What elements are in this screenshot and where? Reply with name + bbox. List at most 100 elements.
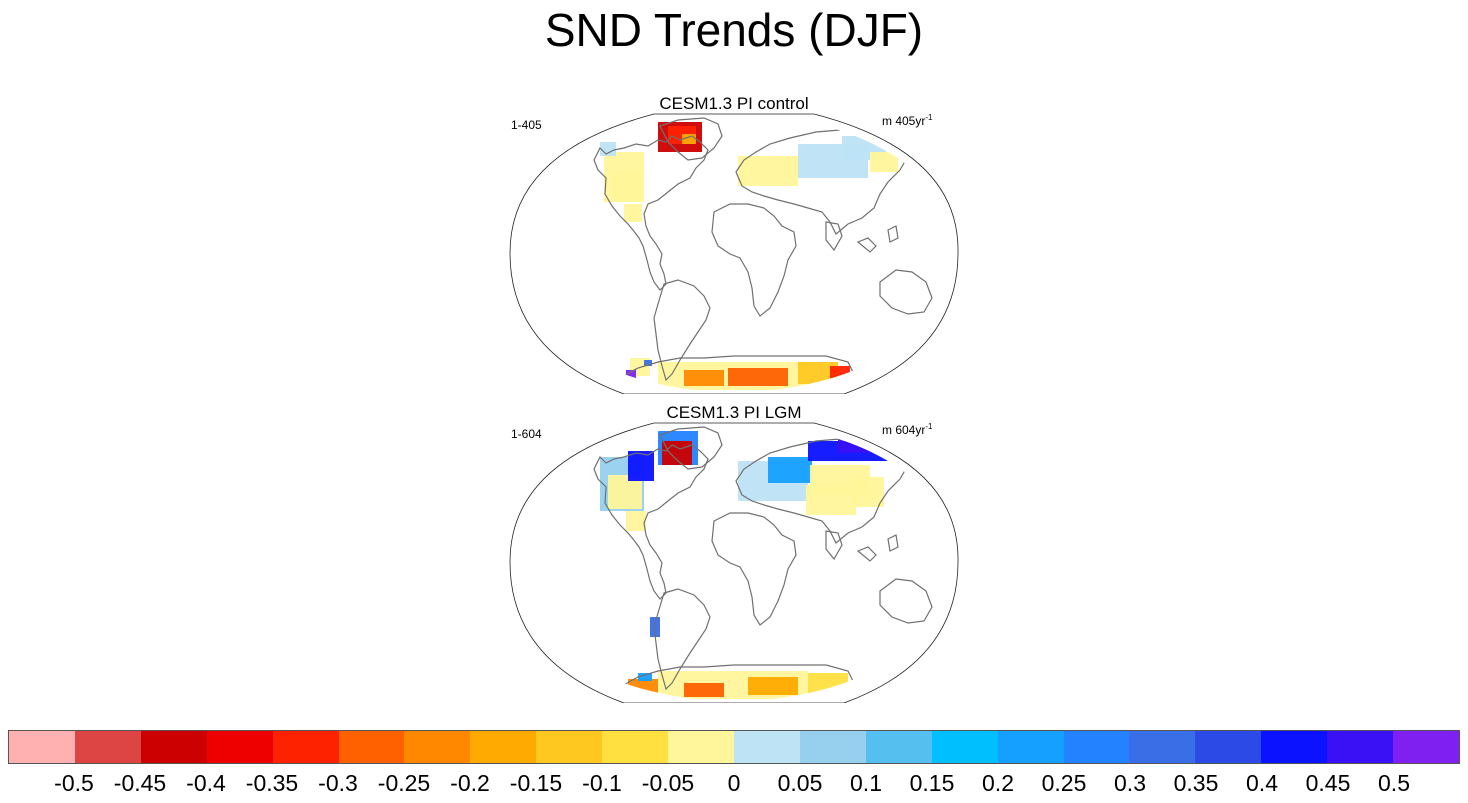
colorbar-swatch <box>1393 731 1459 763</box>
colorbar-tick-label: -0.45 <box>113 770 167 796</box>
coastline <box>593 444 709 600</box>
colorbar-tick-label: -0.15 <box>509 770 563 796</box>
snow-trend-cell <box>798 362 838 384</box>
colorbar-tick-label: 0.15 <box>909 770 955 796</box>
snow-trend-cell <box>650 617 660 637</box>
colorbar-swatch <box>272 731 339 763</box>
coastline <box>735 127 909 235</box>
coastline <box>879 578 933 624</box>
coastline <box>618 664 855 701</box>
coastline <box>825 221 843 252</box>
snow-trend-cell <box>684 683 724 697</box>
coastline <box>935 313 945 329</box>
colorbar <box>8 730 1460 764</box>
colorbar-tick-label: 0.3 <box>1114 770 1146 796</box>
snow-trend-cell <box>684 370 724 386</box>
colorbar-swatch <box>1129 731 1196 763</box>
panel-title: CESM1.3 PI LGM <box>666 403 802 422</box>
world-map <box>509 113 959 394</box>
map-border <box>509 422 959 703</box>
colorbar-swatch <box>1327 731 1394 763</box>
colorbar-swatch <box>1195 731 1262 763</box>
map-border <box>509 113 959 394</box>
colorbar-tick-label: 0.45 <box>1305 770 1351 796</box>
colorbar-swatch <box>931 731 998 763</box>
snow-trend-cell <box>870 152 898 172</box>
colorbar-swatch <box>997 731 1064 763</box>
colorbar-tick-label: 0.5 <box>1378 770 1410 796</box>
colorbar-swatch <box>536 731 603 763</box>
coastline <box>887 225 899 243</box>
panel-pi-lgm: CESM1.3 PI LGM 1-604 m 604yr-1 <box>508 403 960 703</box>
colorbar-tick-label: -0.4 <box>186 770 226 796</box>
colorbar-swatch <box>404 731 471 763</box>
main-title: SND Trends (DJF) <box>544 4 924 56</box>
coastline <box>856 237 877 253</box>
colorbar-tick-label: -0.35 <box>245 770 299 796</box>
colorbar-tick-label: -0.25 <box>377 770 431 796</box>
snow-trend-cell <box>626 511 646 531</box>
colorbar-swatch <box>9 731 75 763</box>
coastline <box>659 426 723 470</box>
snow-trend-cell <box>628 451 654 481</box>
colorbar-swatch <box>74 731 141 763</box>
colorbar-tick-label: 0.1 <box>850 770 882 796</box>
panel-left-label: 1-405 <box>511 118 542 132</box>
colorbar-tick-label: -0.05 <box>641 770 695 796</box>
panel-pi-control: CESM1.3 PI control 1-405 m 405yr-1 <box>508 94 960 394</box>
colorbar-labels: -0.5 -0.45 -0.4 -0.35 -0.3 -0.25 -0.2 -0.15 -0.1… <box>0 770 1468 802</box>
map-ocean <box>510 114 958 392</box>
colorbar-swatch <box>1063 731 1130 763</box>
snow-trend-cell <box>748 677 798 695</box>
snow-trend-cell <box>806 485 856 515</box>
snow-trend-cell <box>838 437 892 453</box>
snow-trend-cell <box>628 679 658 695</box>
snow-trend-cell <box>768 457 812 483</box>
coastline <box>618 355 855 392</box>
colorbar-tick-label: -0.2 <box>450 770 490 796</box>
coastline <box>593 135 709 291</box>
coastline <box>653 279 711 382</box>
snow-trend-cell <box>624 204 642 222</box>
coastline <box>711 512 797 626</box>
map-content <box>510 423 958 701</box>
snow-trend-cell <box>682 134 696 144</box>
snow-trend-cell <box>662 441 692 465</box>
coastline <box>856 546 877 562</box>
panel-right-label: m 604yr-1 <box>882 422 933 438</box>
snow-trend-cell <box>808 673 848 693</box>
snow-trend-cell <box>600 142 616 156</box>
colorbar-swatch <box>140 731 207 763</box>
panel-right-label: m 405yr-1 <box>882 113 933 129</box>
snow-trend-cell <box>644 360 652 366</box>
coastline <box>935 622 945 638</box>
colorbar-tick-label: -0.3 <box>318 770 358 796</box>
snow-trend-cell <box>728 368 788 386</box>
coastline <box>711 203 797 317</box>
colorbar-tick-label: 0 <box>727 770 741 796</box>
world-map <box>509 422 959 703</box>
coastline <box>879 269 933 315</box>
colorbar-tick-label: 0.35 <box>1173 770 1219 796</box>
map-ocean <box>510 423 958 701</box>
colorbar-tick-label: -0.1 <box>582 770 622 796</box>
colorbar-swatch <box>602 731 669 763</box>
colorbar-swatch <box>799 731 866 763</box>
colorbar-swatch <box>1261 731 1328 763</box>
coastline <box>659 117 723 161</box>
snow-trend-cell <box>638 673 652 681</box>
panel-title: CESM1.3 PI control <box>659 94 809 113</box>
coastline <box>653 588 711 691</box>
map-content <box>510 114 958 392</box>
snow-trend-cell <box>738 156 798 186</box>
coastline <box>735 436 909 544</box>
snow-trend-cell <box>612 172 642 202</box>
snow-trend-cell <box>830 366 850 382</box>
snow-trend-cell <box>626 370 636 378</box>
coastline <box>887 534 899 552</box>
snow-trend-cell <box>852 477 884 507</box>
colorbar-swatch <box>733 731 800 763</box>
colorbar-swatch <box>206 731 273 763</box>
colorbar-swatch <box>470 731 537 763</box>
colorbar-tick-label: -0.5 <box>54 770 94 796</box>
